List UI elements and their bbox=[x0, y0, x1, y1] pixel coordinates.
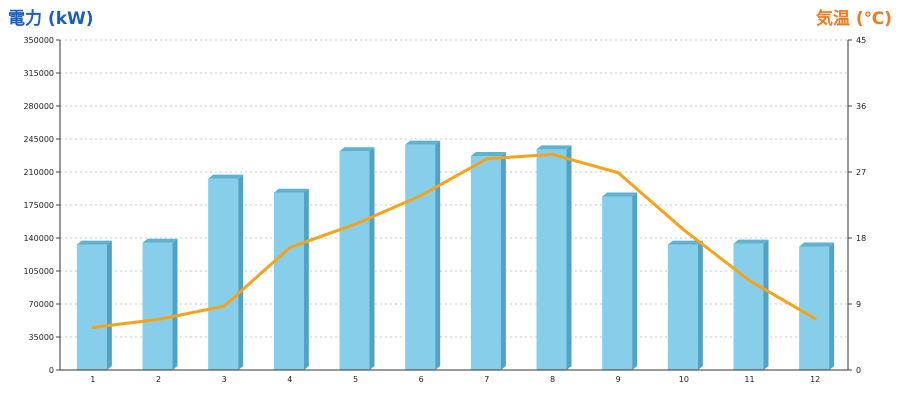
x-tick-label: 9 bbox=[616, 375, 621, 384]
left-tick-label: 350000 bbox=[23, 36, 54, 45]
x-tick-label: 7 bbox=[484, 375, 489, 384]
bar-front bbox=[799, 246, 830, 370]
bar-top bbox=[799, 242, 835, 247]
bar-top bbox=[733, 239, 769, 244]
left-tick-label: 175000 bbox=[23, 201, 54, 210]
bar bbox=[76, 240, 112, 370]
left-tick-label: 70000 bbox=[29, 300, 54, 309]
x-tick-label: 10 bbox=[679, 375, 689, 384]
bar-top bbox=[142, 238, 178, 243]
x-tick-label: 5 bbox=[353, 375, 358, 384]
x-tick-label: 12 bbox=[810, 375, 820, 384]
right-tick-label: 9 bbox=[856, 300, 861, 309]
right-tick-label: 45 bbox=[856, 36, 866, 45]
bar-side bbox=[697, 240, 703, 370]
line-series bbox=[91, 152, 817, 329]
bar-front bbox=[405, 144, 436, 370]
left-tick-label: 140000 bbox=[23, 234, 54, 243]
x-tick-label: 6 bbox=[419, 375, 424, 384]
right-tick-label: 18 bbox=[856, 234, 866, 243]
bar bbox=[405, 140, 441, 370]
x-tick-label: 11 bbox=[744, 375, 754, 384]
bar-front bbox=[208, 178, 239, 370]
right-axis-title: 気温 (℃) bbox=[815, 8, 892, 29]
bar bbox=[799, 242, 835, 370]
left-tick-label: 315000 bbox=[23, 69, 54, 78]
bar bbox=[667, 240, 703, 370]
left-tick-label: 0 bbox=[49, 366, 54, 375]
bar-front bbox=[667, 244, 698, 370]
left-tick-label: 210000 bbox=[23, 168, 54, 177]
axes: 0 35000 70000 105000 140000 175000 210000 24500… bbox=[23, 36, 866, 384]
right-tick-label: 27 bbox=[856, 168, 866, 177]
bar-front bbox=[142, 242, 173, 370]
bar-side bbox=[106, 240, 112, 370]
bar-top bbox=[339, 147, 375, 152]
x-tick-label: 4 bbox=[287, 375, 292, 384]
bar-side bbox=[566, 145, 572, 370]
temperature-line bbox=[91, 152, 817, 329]
x-tick-label: 8 bbox=[550, 375, 555, 384]
bar-front bbox=[339, 151, 370, 370]
bar bbox=[208, 174, 244, 370]
bar-front bbox=[733, 243, 764, 370]
bar-side bbox=[500, 151, 506, 370]
bar-front bbox=[602, 196, 633, 370]
bar-top bbox=[536, 145, 572, 150]
bar bbox=[536, 145, 572, 370]
bar bbox=[733, 239, 769, 370]
left-tick-label: 105000 bbox=[23, 267, 54, 276]
bar-top bbox=[602, 192, 638, 197]
bar-side bbox=[172, 238, 178, 370]
bar-side bbox=[632, 192, 638, 370]
left-tick-label: 245000 bbox=[23, 135, 54, 144]
bar-front bbox=[536, 149, 567, 370]
x-tick-label: 2 bbox=[156, 375, 161, 384]
left-tick-label: 35000 bbox=[29, 333, 54, 342]
bar-side bbox=[303, 188, 309, 370]
bar-series bbox=[76, 140, 835, 370]
right-tick-label: 36 bbox=[856, 102, 866, 111]
bar-front bbox=[273, 192, 304, 370]
bar-top bbox=[76, 240, 112, 245]
left-axis-title: 電力 (kW) bbox=[8, 8, 94, 29]
bar-top bbox=[470, 151, 506, 156]
bar-side bbox=[369, 147, 375, 370]
bar bbox=[273, 188, 309, 370]
bar-side bbox=[435, 140, 441, 370]
bar-top bbox=[667, 240, 703, 245]
bar-side bbox=[763, 239, 769, 370]
bar-side bbox=[238, 174, 244, 370]
bar bbox=[602, 192, 638, 370]
x-tick-label: 1 bbox=[90, 375, 95, 384]
bar-front bbox=[76, 244, 107, 370]
bar bbox=[142, 238, 178, 370]
x-tick-label: 3 bbox=[222, 375, 227, 384]
gridlines bbox=[60, 39, 848, 338]
bar-top bbox=[208, 174, 244, 179]
bar-front bbox=[470, 155, 501, 370]
bar-side bbox=[829, 242, 835, 370]
bar-top bbox=[405, 140, 441, 145]
bar bbox=[470, 151, 506, 370]
bar bbox=[339, 147, 375, 370]
right-tick-label: 0 bbox=[856, 366, 861, 375]
bar-top bbox=[273, 188, 309, 193]
left-tick-label: 280000 bbox=[23, 102, 54, 111]
